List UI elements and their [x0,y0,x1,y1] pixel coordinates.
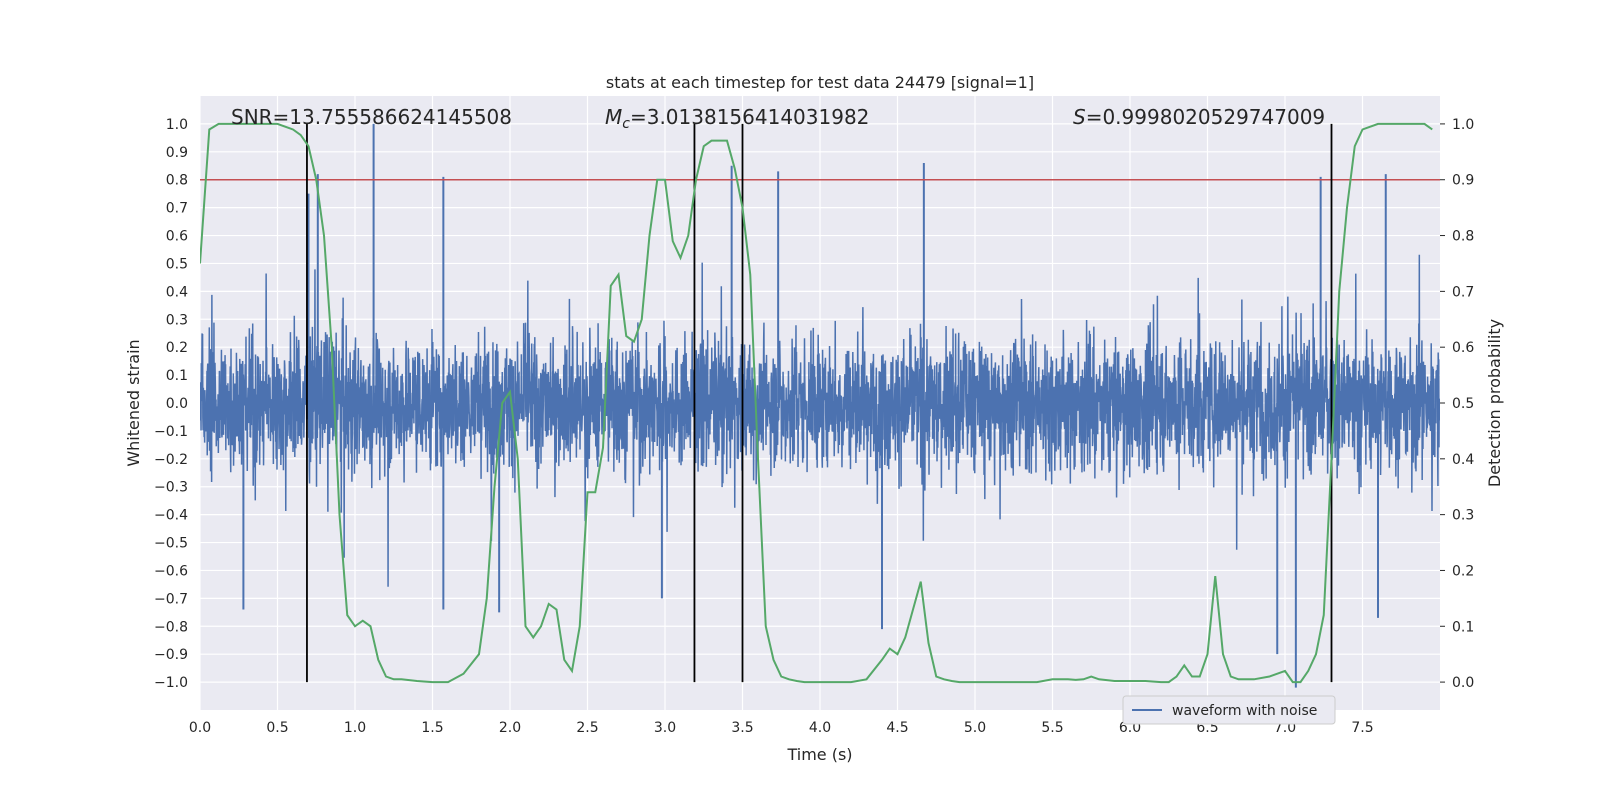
detection-probability-line [200,122,1433,684]
y-left-tick-labels: −1.0 −0.9 −0.8 −0.7 −0.6 −0.5 −0.4 −0.3 −0.2 −0.1… [154,117,188,691]
x-tick-label: 5.5 [1041,720,1063,736]
y-right-tick-label: 0.6 [1452,340,1474,356]
y-right-tick-label: 0.0 [1452,675,1474,691]
y-right-tick-label: 0.1 [1452,619,1474,635]
x-tick-label: 0.0 [189,720,211,736]
y-left-tick-label: 0.0 [166,396,188,412]
chirp-mass-subscript: c [622,116,630,132]
x-tick-label: 2.5 [576,720,598,736]
x-tick-label: 1.0 [344,720,366,736]
y-left-tick-label: 0.8 [166,173,188,189]
y-left-axis-label: Whitened strain [124,339,143,466]
chirp-mass-symbol: M [605,105,622,129]
waveform-series [200,123,1440,688]
x-tick-label: 3.0 [654,720,676,736]
x-tick-label: 5.0 [964,720,986,736]
y-right-tick-label: 0.7 [1452,284,1474,300]
y-left-tick-label: 1.0 [166,117,188,133]
waveform-line [200,254,1440,587]
legend-label: waveform with noise [1172,703,1317,719]
y-right-tick-label: 0.8 [1452,229,1474,245]
x-tick-label: 3.5 [731,720,753,736]
y-right-tick-label: 0.3 [1452,508,1474,524]
significance-symbol: S [1073,105,1086,129]
y-left-tick-label: 0.4 [166,284,188,300]
y-left-tick-label: 0.3 [166,312,188,328]
y-left-tick-label: −0.5 [154,536,188,552]
legend: waveform with noise [1122,695,1336,725]
y-left-tick-label: −0.6 [154,563,188,579]
x-tick-label: 2.0 [499,720,521,736]
y-right-tick-label: 0.2 [1452,563,1474,579]
chirp-mass-value: =3.0138156414031982 [630,105,869,129]
vertical-markers [306,123,1333,683]
y-right-tick-label: 1.0 [1452,117,1474,133]
snr-annotation: SNR=13.755586624145508 [231,105,512,129]
x-tick-label: 0.5 [266,720,288,736]
y-left-tick-label: −0.4 [154,508,188,524]
significance-value: =0.9998020529747009 [1086,105,1325,129]
y-left-tick-label: −0.1 [154,424,188,440]
y-left-tick-label: 0.6 [166,229,188,245]
x-axis-label: Time (s) [786,745,852,764]
x-tick-label: 7.5 [1351,720,1373,736]
y-left-tick-label: 0.1 [166,368,188,384]
y-left-tick-label: −0.3 [154,480,188,496]
y-right-tick-labels: 0.0 0.1 0.2 0.3 0.4 0.5 0.6 0.7 0.8 0.9 1.0 [1440,117,1474,691]
y-left-tick-label: −1.0 [154,675,188,691]
y-left-tick-label: −0.2 [154,452,188,468]
chart-title: stats at each timestep for test data 244… [606,73,1034,92]
y-left-tick-label: 0.2 [166,340,188,356]
y-left-tick-label: 0.5 [166,256,188,272]
x-tick-label: 1.5 [421,720,443,736]
significance-annotation: S=0.9998020529747009 [1073,105,1325,129]
y-left-tick-label: 0.9 [166,145,188,161]
y-left-tick-label: 0.7 [166,201,188,217]
y-left-tick-label: −0.8 [154,619,188,635]
y-left-tick-label: −0.7 [154,591,188,607]
y-right-tick-label: 0.5 [1452,396,1474,412]
y-right-axis-label: Detection probability [1485,319,1504,487]
y-right-tick-label: 0.9 [1452,173,1474,189]
legend-box [1122,695,1336,725]
y-right-tick-label: 0.4 [1452,452,1474,468]
x-tick-label: 4.0 [809,720,831,736]
chirp-mass-annotation: Mc=3.0138156414031982 [605,105,869,132]
x-tick-label: 4.5 [886,720,908,736]
y-left-tick-label: −0.9 [154,647,188,663]
